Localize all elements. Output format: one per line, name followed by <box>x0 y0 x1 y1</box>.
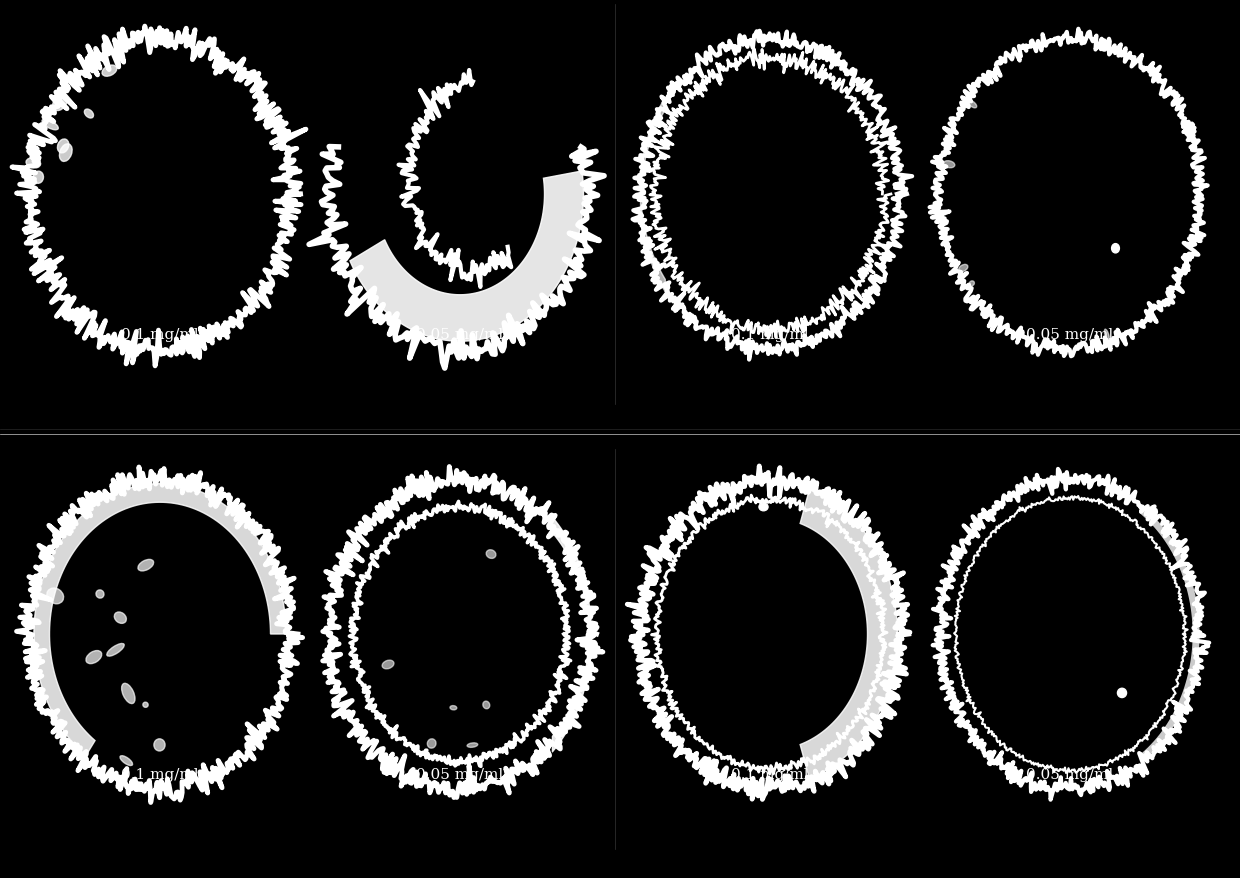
Text: 0.05 mg/ml: 0.05 mg/ml <box>1027 327 1114 342</box>
Polygon shape <box>350 172 584 342</box>
Ellipse shape <box>53 96 67 112</box>
FancyBboxPatch shape <box>5 5 1235 405</box>
Ellipse shape <box>959 265 968 272</box>
Ellipse shape <box>114 612 126 623</box>
Ellipse shape <box>57 140 68 154</box>
Ellipse shape <box>143 702 148 708</box>
Text: 5d: 5d <box>294 408 326 431</box>
Text: 7d: 7d <box>294 843 326 866</box>
Ellipse shape <box>154 739 165 751</box>
Ellipse shape <box>1117 688 1127 698</box>
Ellipse shape <box>486 551 496 558</box>
Ellipse shape <box>33 172 43 184</box>
Ellipse shape <box>1105 330 1110 341</box>
Ellipse shape <box>60 145 72 162</box>
Ellipse shape <box>42 120 58 131</box>
Ellipse shape <box>122 684 135 704</box>
Ellipse shape <box>84 110 93 119</box>
Polygon shape <box>33 484 286 756</box>
Ellipse shape <box>944 162 955 169</box>
Ellipse shape <box>428 739 436 748</box>
Ellipse shape <box>95 590 104 599</box>
Ellipse shape <box>382 660 394 669</box>
Ellipse shape <box>120 756 133 766</box>
Ellipse shape <box>102 66 117 77</box>
FancyBboxPatch shape <box>5 450 1235 849</box>
Ellipse shape <box>1111 244 1120 254</box>
Polygon shape <box>800 490 898 779</box>
Text: 0.1 mg/ml: 0.1 mg/ml <box>732 767 808 781</box>
Text: 0.1 mg/ml: 0.1 mg/ml <box>732 327 808 342</box>
Text: 0.05 mg/ml: 0.05 mg/ml <box>417 327 503 342</box>
Ellipse shape <box>482 702 490 709</box>
Text: 6d: 6d <box>914 408 946 431</box>
Ellipse shape <box>138 560 154 572</box>
Ellipse shape <box>47 588 63 604</box>
Text: 8d: 8d <box>914 843 946 866</box>
Text: 0.1 mg/ml: 0.1 mg/ml <box>122 767 198 781</box>
Ellipse shape <box>759 503 768 511</box>
Ellipse shape <box>107 644 124 657</box>
Text: 0.05 mg/ml: 0.05 mg/ml <box>417 767 503 781</box>
Ellipse shape <box>450 706 456 710</box>
Ellipse shape <box>467 743 477 747</box>
Text: 0.05 mg/ml: 0.05 mg/ml <box>1027 767 1114 781</box>
Ellipse shape <box>967 101 977 109</box>
Ellipse shape <box>26 159 41 169</box>
Text: 0.1 mg/ml: 0.1 mg/ml <box>122 327 198 342</box>
Ellipse shape <box>86 651 102 664</box>
Ellipse shape <box>970 282 975 286</box>
